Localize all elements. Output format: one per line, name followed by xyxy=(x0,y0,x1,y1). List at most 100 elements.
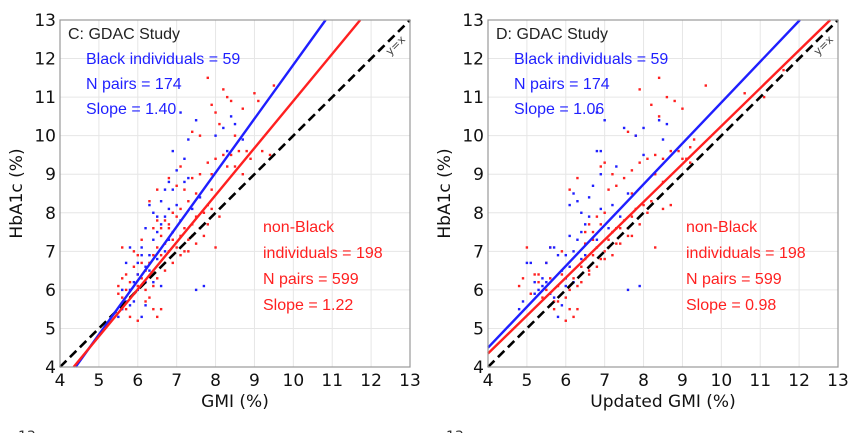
nonblack-individual-point xyxy=(595,215,599,218)
nonblack-individual-point xyxy=(163,219,167,222)
nonblack-individual-point xyxy=(638,88,641,91)
black-individual-point xyxy=(144,304,147,307)
black-individual-point xyxy=(124,300,128,303)
black-individual-point xyxy=(202,284,206,288)
black-individual-point xyxy=(140,315,143,319)
black-individual-point xyxy=(556,315,560,319)
nonblack-individual-point xyxy=(183,250,186,253)
nonblack-individual-point xyxy=(194,192,198,195)
nonblack-individual-point xyxy=(144,288,147,292)
black-fit-line xyxy=(487,19,801,349)
black-individual-point xyxy=(638,284,641,288)
nonblack-individual-point xyxy=(183,188,186,191)
nonblack-individual-point xyxy=(187,200,190,203)
nonblack-individual-point xyxy=(237,149,241,153)
nonblack-individual-point xyxy=(156,219,159,222)
y-tick-label: 7 xyxy=(473,242,484,262)
nonblack-annotation-line: N pairs = 599 xyxy=(263,271,359,288)
black-individual-point xyxy=(152,280,155,284)
black-individual-point xyxy=(529,261,532,265)
nonblack-individual-point xyxy=(140,238,143,241)
black-individual-point xyxy=(626,288,630,292)
black-individual-point xyxy=(580,257,583,261)
black-individual-point xyxy=(187,176,190,180)
nonblack-individual-point xyxy=(140,277,143,280)
nonblack-individual-point xyxy=(156,315,159,319)
nonblack-individual-point xyxy=(564,296,567,299)
black-individual-point xyxy=(599,173,602,176)
panel-c: 4 5 6 7 8 9 10 11 12 13 4 5 6 7 8 9 10 11 12 13 GMI (%) Hb… xyxy=(7,11,421,412)
black-individual-point xyxy=(599,149,602,153)
black-individual-point xyxy=(159,223,163,226)
black-individual-point xyxy=(167,207,171,211)
identity-line xyxy=(59,19,411,368)
black-individual-point xyxy=(572,192,575,195)
black-individual-point xyxy=(560,304,564,307)
x-tick-label: 8 xyxy=(638,371,649,391)
nonblack-individual-point xyxy=(587,273,591,276)
black-individual-point xyxy=(132,280,136,284)
x-tick-labels: 4 5 6 7 8 9 10 11 12 13 xyxy=(55,371,421,391)
y-tick-label: 8 xyxy=(45,204,56,224)
black-individual-point xyxy=(226,149,229,153)
nonblack-individual-point xyxy=(167,176,171,180)
nonblack-individual-point xyxy=(599,223,602,226)
nonblack-individual-point xyxy=(121,296,124,299)
scatter-points xyxy=(117,76,276,322)
nonblack-annotation: non-Black individuals = 198 N pairs = 59… xyxy=(686,219,806,314)
black-individual-point xyxy=(144,265,147,268)
black-individual-point xyxy=(533,292,536,295)
nonblack-individual-point xyxy=(576,307,579,311)
nonblack-individual-point xyxy=(202,211,206,214)
nonblack-individual-point xyxy=(568,288,571,292)
black-individual-point xyxy=(564,284,567,288)
x-tick-label: 6 xyxy=(132,371,143,391)
black-individual-point xyxy=(140,246,143,249)
nonblack-individual-point xyxy=(132,250,136,253)
nonblack-individual-point xyxy=(556,300,560,303)
fit-lines xyxy=(487,19,839,368)
nonblack-individual-point xyxy=(218,215,221,218)
nonblack-individual-point xyxy=(689,161,692,164)
nonblack-individual-point xyxy=(517,284,521,288)
nonblack-individual-point xyxy=(650,103,653,107)
nonblack-individual-point xyxy=(187,250,190,253)
black-individual-point xyxy=(584,253,587,257)
black-individual-point xyxy=(214,134,217,137)
black-individual-point xyxy=(584,223,587,226)
nonblack-individual-point xyxy=(226,165,229,168)
nonblack-individual-point xyxy=(603,250,606,253)
fit-lines xyxy=(59,19,411,368)
nonblack-individual-point xyxy=(179,253,182,257)
nonblack-annotation-line: non-Black xyxy=(263,219,335,236)
nonblack-individual-point xyxy=(253,92,256,95)
nonblack-individual-point xyxy=(533,273,536,276)
black-annotation-line: Slope = 1.40 xyxy=(86,101,176,118)
black-individual-point xyxy=(533,280,536,284)
nonblack-individual-point xyxy=(619,227,622,230)
identity-line xyxy=(487,19,839,368)
y-tick-label: 13 xyxy=(34,11,56,31)
nonblack-individual-point xyxy=(572,277,575,280)
nonblack-individual-point xyxy=(241,173,244,176)
nonblack-individual-point xyxy=(198,134,202,137)
black-individual-point xyxy=(156,257,159,261)
nonblack-individual-point xyxy=(198,173,202,176)
y-tick-label: 6 xyxy=(473,281,484,301)
black-individual-point xyxy=(580,230,583,234)
nonblack-individual-point xyxy=(187,238,190,241)
nonblack-individual-point xyxy=(136,284,139,288)
x-tick-label: 6 xyxy=(560,371,571,391)
black-individual-point xyxy=(537,288,540,292)
nonblack-individual-point xyxy=(171,238,174,241)
nonblack-individual-point xyxy=(229,153,233,157)
nonblack-individual-point xyxy=(163,269,167,272)
black-individual-point xyxy=(156,215,159,218)
y-tick-labels: 4 5 6 7 8 9 10 11 12 13 xyxy=(34,11,56,378)
nonblack-individual-point xyxy=(171,261,174,265)
black-individual-point xyxy=(591,184,595,187)
y-tick-labels: 4 5 6 7 8 9 10 11 12 13 xyxy=(462,11,484,378)
y-tick-label: 11 xyxy=(462,88,484,108)
nonblack-individual-point xyxy=(638,161,641,164)
